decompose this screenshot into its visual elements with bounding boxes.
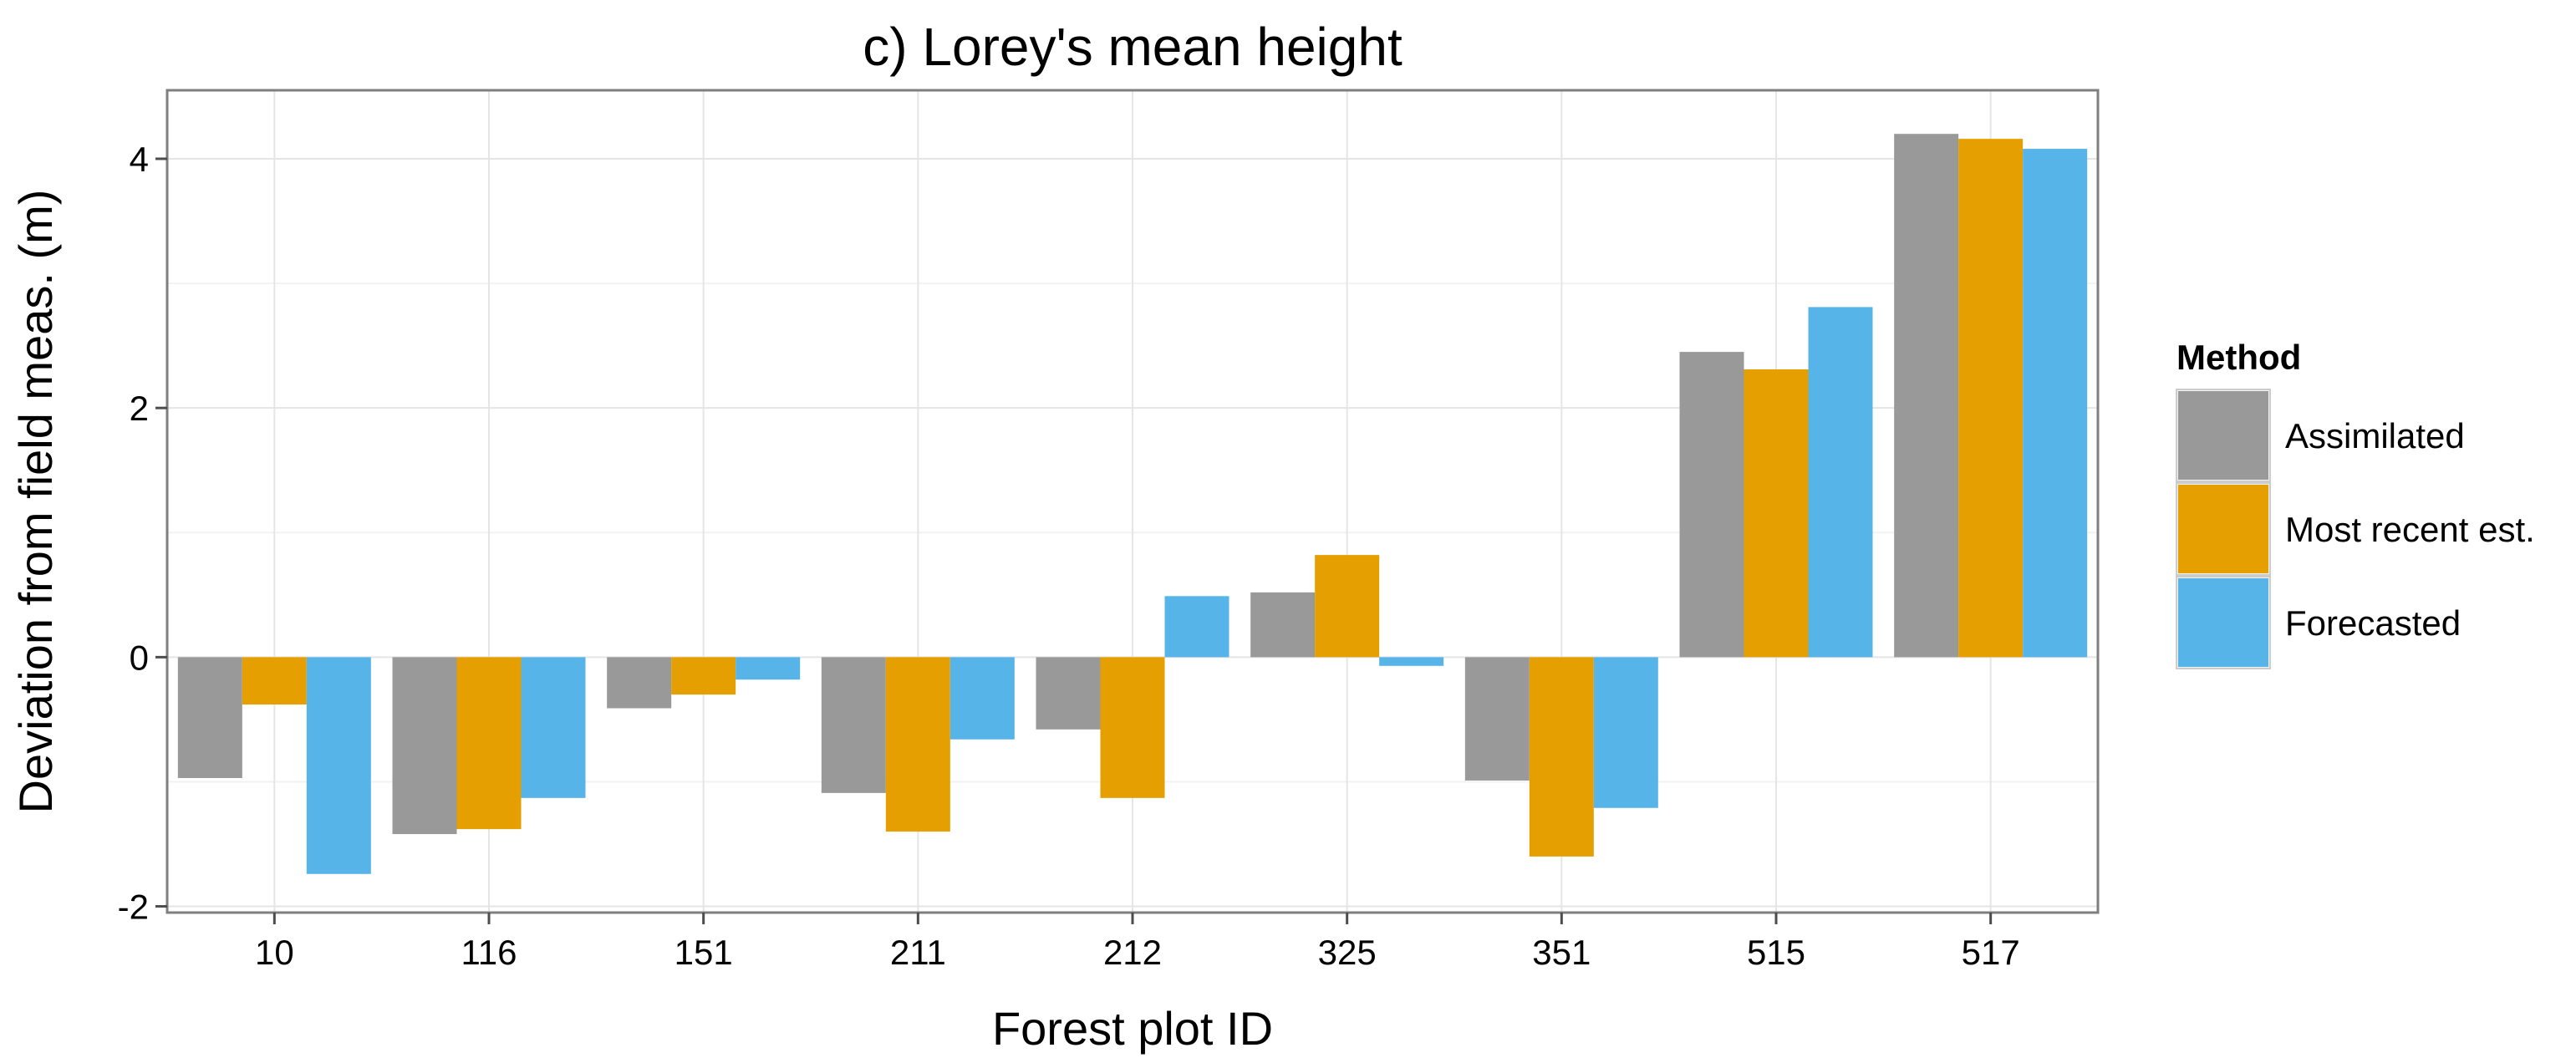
bar-10-most-recent-est xyxy=(242,657,307,705)
bar-211-assimilated xyxy=(821,657,886,793)
bar-212-most-recent-est xyxy=(1100,657,1165,798)
x-tick-label: 151 xyxy=(675,933,733,972)
bar-212-assimilated xyxy=(1036,657,1101,730)
legend-label-most-recent-est: Most recent est. xyxy=(2285,510,2535,549)
legend: Method Assimilated Most recent est. Foreca… xyxy=(2176,338,2535,669)
bar-151-most-recent-est xyxy=(671,657,736,695)
x-tick-label: 116 xyxy=(461,933,517,972)
chart-title: c) Lorey's mean height xyxy=(863,17,1403,77)
bar-116-assimilated xyxy=(392,657,457,835)
bar-517-forecasted xyxy=(2023,149,2088,658)
bar-151-assimilated xyxy=(607,657,672,709)
bar-151-forecasted xyxy=(736,657,801,680)
bar-351-most-recent-est xyxy=(1529,657,1594,857)
legend-title: Method xyxy=(2176,338,2301,377)
x-tick-label: 515 xyxy=(1747,933,1805,972)
y-tick-label: -2 xyxy=(118,888,149,927)
bar-515-assimilated xyxy=(1679,352,1744,658)
bar-212-forecasted xyxy=(1164,596,1229,658)
x-tick-label: 517 xyxy=(1962,933,2020,972)
x-tick-label: 211 xyxy=(890,933,946,972)
x-axis-title: Forest plot ID xyxy=(992,1002,1273,1055)
bar-351-assimilated xyxy=(1464,657,1530,781)
legend-key-most-recent-est xyxy=(2178,485,2268,573)
axes: -2 0 2 4 10 116 151 211 212 325 351 515 517 xyxy=(118,140,2020,972)
bar-10-assimilated xyxy=(177,657,242,778)
y-tick-label: 0 xyxy=(130,638,149,677)
bar-325-assimilated xyxy=(1250,592,1316,658)
bar-116-forecasted xyxy=(521,657,586,798)
x-tick-label: 325 xyxy=(1318,933,1377,972)
legend-label-forecasted: Forecasted xyxy=(2285,603,2461,643)
bar-325-most-recent-est xyxy=(1315,555,1380,658)
bar-515-most-recent-est xyxy=(1744,369,1809,658)
x-tick-label: 351 xyxy=(1532,933,1591,972)
bar-10-forecasted xyxy=(306,657,371,874)
x-tick-label: 10 xyxy=(255,933,294,972)
bar-325-forecasted xyxy=(1379,657,1444,666)
bars xyxy=(177,134,2088,874)
bar-211-most-recent-est xyxy=(885,657,950,832)
bar-116-most-recent-est xyxy=(456,657,522,830)
bar-517-assimilated xyxy=(1894,134,1959,658)
legend-key-assimilated xyxy=(2178,391,2268,480)
legend-label-assimilated: Assimilated xyxy=(2285,416,2465,455)
bar-351-forecasted xyxy=(1593,657,1658,808)
y-tick-label: 4 xyxy=(130,140,149,179)
legend-key-forecasted xyxy=(2178,578,2268,667)
x-tick-label: 212 xyxy=(1103,933,1162,972)
bar-515-forecasted xyxy=(1808,307,1873,658)
y-tick-label: 2 xyxy=(130,389,149,428)
y-axis-title: Deviation from field meas. (m) xyxy=(9,190,62,814)
bar-517-most-recent-est xyxy=(1958,139,2024,658)
bar-211-forecasted xyxy=(949,657,1015,740)
